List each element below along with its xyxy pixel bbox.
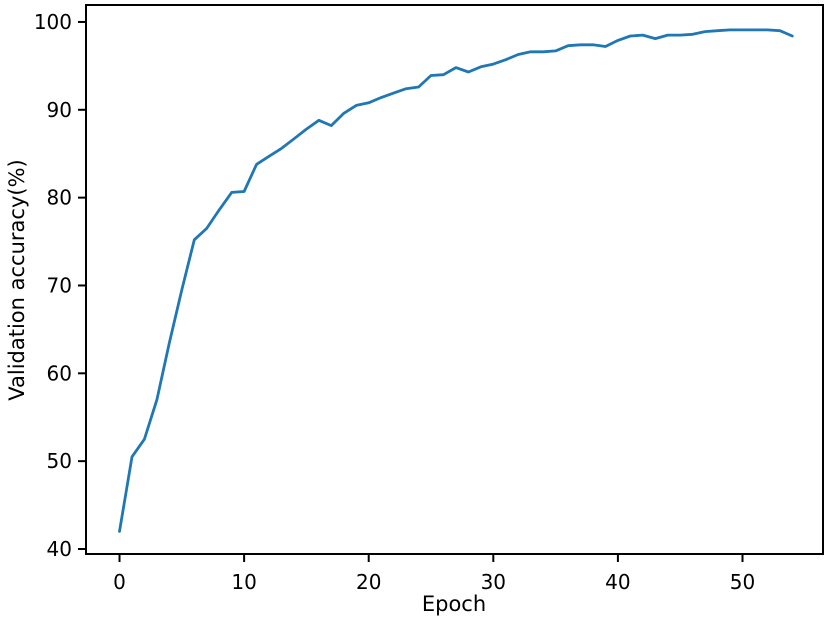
plot-border — [85, 4, 824, 555]
x-tick-label: 0 — [113, 570, 126, 594]
x-tick-label: 50 — [730, 570, 755, 594]
y-tick-label: 60 — [47, 361, 72, 385]
y-tick-label: 90 — [47, 98, 72, 122]
y-tick-label: 70 — [47, 273, 72, 297]
y-tick-label: 80 — [47, 186, 72, 210]
x-tick-label: 30 — [481, 570, 506, 594]
x-tick-label: 10 — [231, 570, 256, 594]
y-tick-label: 50 — [47, 449, 72, 473]
y-axis-label: Validation accuracy(%) — [5, 159, 29, 401]
x-tick-label: 20 — [356, 570, 381, 594]
y-tick-label: 40 — [47, 537, 72, 561]
validation-accuracy-line — [118, 28, 794, 533]
x-tick-label: 40 — [605, 570, 630, 594]
x-axis-label: Epoch — [421, 592, 487, 616]
y-tick-label: 100 — [34, 10, 72, 34]
